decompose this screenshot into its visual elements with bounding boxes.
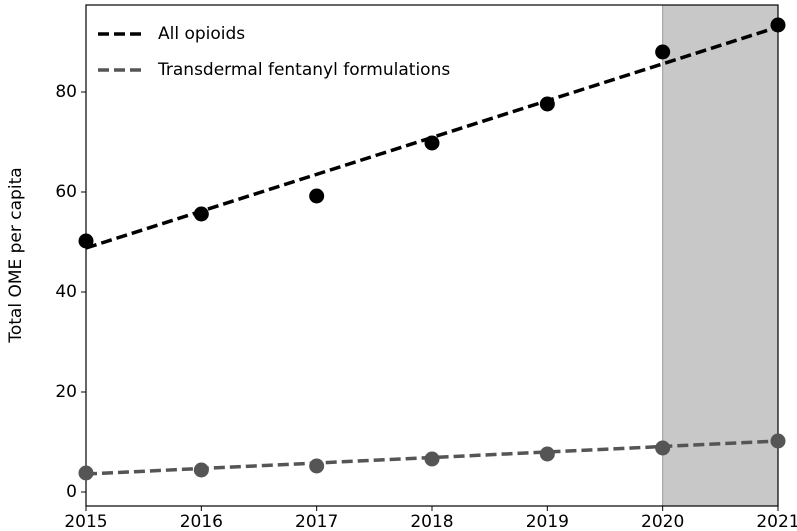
x-tick-label: 2018: [410, 512, 453, 531]
y-tick-label: 60: [55, 182, 77, 202]
shaded-region: [662, 4, 779, 507]
y-tick-label: 80: [55, 82, 77, 102]
data-point: [193, 206, 209, 222]
data-point: [309, 188, 325, 204]
y-axis-label: Total OME per capita: [6, 167, 26, 343]
data-point: [193, 462, 209, 478]
y-tick-label: 20: [55, 382, 77, 402]
data-point: [424, 451, 440, 467]
legend-label: Transdermal fentanyl formulations: [157, 60, 450, 80]
data-point: [655, 440, 671, 456]
data-point: [309, 458, 325, 474]
data-point: [78, 233, 94, 249]
data-point: [539, 96, 555, 112]
y-tick-label: 0: [66, 482, 77, 502]
data-point: [539, 446, 555, 462]
data-point: [770, 433, 786, 449]
data-point: [655, 44, 671, 60]
x-tick-label: 2015: [64, 512, 107, 531]
y-tick-label: 40: [55, 282, 77, 302]
x-tick-label: 2016: [180, 512, 223, 531]
data-point: [78, 465, 94, 481]
data-point: [424, 135, 440, 151]
x-tick-label: 2019: [526, 512, 569, 531]
x-tick-label: 2017: [295, 512, 338, 531]
data-point: [770, 17, 786, 33]
x-tick-label: 2021: [756, 512, 797, 531]
legend-label: All opioids: [158, 24, 245, 44]
x-tick-label: 2020: [641, 512, 684, 531]
